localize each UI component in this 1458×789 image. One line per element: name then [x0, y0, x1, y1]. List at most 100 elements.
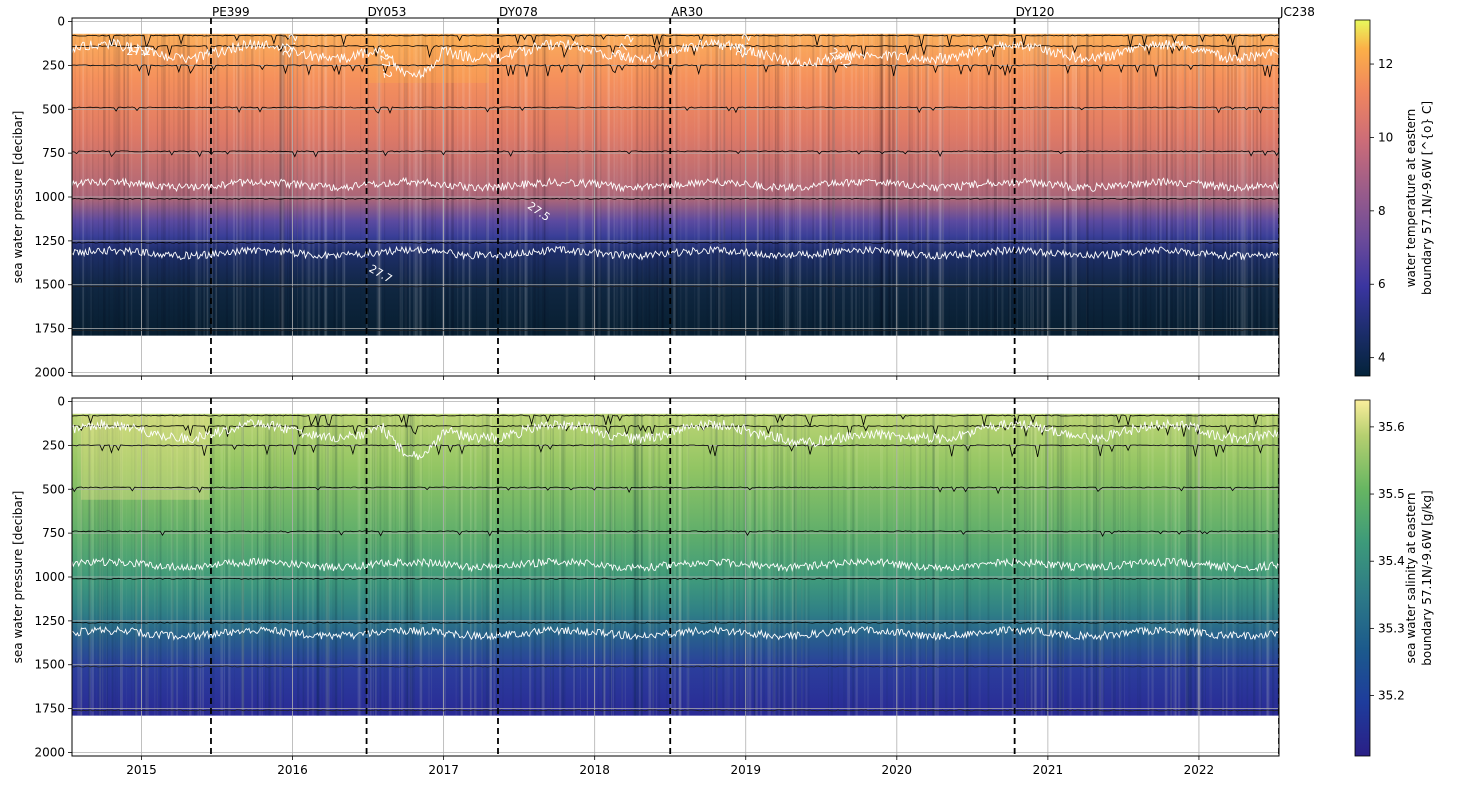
variability-stripe [142, 413, 146, 716]
y-tick-label: 0 [57, 395, 65, 409]
variability-stripe [753, 413, 757, 716]
variability-stripe [297, 413, 300, 716]
variability-stripe [864, 413, 866, 716]
variability-stripe [830, 413, 833, 716]
variability-stripe [678, 413, 682, 716]
variability-stripe [259, 413, 262, 716]
variability-stripe [335, 33, 338, 336]
variability-stripe [268, 413, 270, 716]
variability-stripe [951, 413, 953, 716]
variability-stripe [579, 33, 581, 336]
variability-stripe [774, 33, 777, 336]
variability-stripe [215, 33, 218, 336]
variability-stripe [714, 413, 718, 716]
variability-stripe [1225, 413, 1228, 716]
variability-stripe [279, 413, 282, 716]
variability-stripe [866, 413, 870, 716]
variability-stripe [788, 413, 790, 716]
variability-stripe [827, 33, 830, 336]
variability-stripe [408, 413, 412, 716]
variability-stripe [236, 33, 239, 336]
cruise-label-ar30: AR30 [671, 5, 703, 19]
variability-stripe [470, 413, 472, 716]
variability-stripe [784, 33, 786, 336]
variability-stripe [1030, 413, 1033, 716]
variability-stripe [1175, 33, 1177, 336]
variability-stripe [925, 413, 928, 716]
variability-stripe [273, 413, 276, 716]
x-axis-ticks [141, 376, 1200, 380]
variability-stripe [1130, 33, 1133, 336]
salinity-colorbar: 35.2 35.3 35.4 35.5 35.6 sea water salinity … [1354, 399, 1434, 757]
variability-stripe [1038, 33, 1041, 336]
variability-stripe [537, 33, 540, 336]
variability-stripe [847, 413, 850, 716]
variability-stripe [81, 413, 82, 716]
variability-stripe [237, 33, 240, 336]
variability-stripe [968, 33, 969, 336]
variability-stripe [784, 33, 787, 336]
variability-stripe [311, 413, 314, 716]
variability-stripe [1113, 413, 1116, 716]
variability-stripe [404, 413, 407, 716]
variability-stripe [624, 413, 626, 716]
variability-stripe [316, 413, 319, 716]
variability-stripe [103, 33, 106, 336]
variability-stripe [1138, 413, 1142, 716]
variability-stripe [265, 413, 267, 716]
variability-stripe [1177, 33, 1179, 336]
variability-stripe [1236, 413, 1240, 716]
variability-stripe [547, 33, 549, 336]
variability-stripe [115, 33, 119, 336]
variability-stripe [1117, 413, 1120, 716]
variability-stripe [293, 33, 295, 336]
variability-stripe [282, 33, 284, 336]
variability-stripe [1158, 33, 1159, 336]
variability-stripe [1232, 413, 1234, 716]
variability-stripe [1179, 33, 1182, 336]
temperature-panel: 27.227.227.2 27.2 27.2 27.227.527.7 0250500… [11, 5, 1315, 380]
variability-stripe [142, 33, 146, 336]
variability-stripe [682, 413, 683, 716]
variability-stripe [334, 413, 338, 716]
variability-stripe [469, 413, 472, 716]
variability-stripe [194, 413, 195, 716]
variability-stripe [977, 33, 979, 336]
variability-stripe [641, 33, 643, 336]
variability-stripe [80, 413, 84, 716]
variability-stripe [108, 33, 110, 336]
variability-stripe [398, 33, 401, 336]
variability-stripe [1227, 33, 1230, 336]
variability-stripe [634, 413, 637, 716]
variability-stripe [855, 33, 857, 336]
variability-stripe [1230, 33, 1233, 336]
variability-stripe [408, 413, 411, 716]
variability-stripe [309, 33, 311, 336]
variability-stripe [932, 413, 935, 716]
colorbar-label-line2: boundary 57.1N/-9.6W [^{o} C] [1420, 101, 1434, 295]
variability-stripe [675, 33, 678, 336]
variability-stripe [243, 413, 245, 716]
variability-stripe [1122, 413, 1124, 716]
variability-stripe [492, 33, 494, 336]
variability-stripe [858, 33, 860, 336]
variability-stripe [135, 413, 138, 716]
variability-stripe [279, 33, 282, 336]
variability-stripe [1011, 33, 1013, 336]
variability-stripe [279, 413, 282, 716]
cruise-label-dy078: DY078 [499, 5, 538, 19]
variability-stripe [312, 33, 315, 336]
variability-stripe [926, 33, 928, 336]
x-tick-label: 2021 [1033, 763, 1064, 777]
variability-stripe [412, 413, 415, 716]
variability-stripe [1045, 413, 1047, 716]
variability-stripe [715, 33, 718, 336]
instrument-depth-line [72, 106, 1279, 114]
variability-stripe [297, 33, 298, 336]
variability-stripe [710, 413, 713, 716]
variability-stripe [404, 33, 408, 336]
variability-stripe [611, 413, 613, 716]
instrument-depth-line [72, 413, 1279, 428]
variability-stripe [672, 413, 674, 716]
variability-stripe [1014, 413, 1016, 716]
